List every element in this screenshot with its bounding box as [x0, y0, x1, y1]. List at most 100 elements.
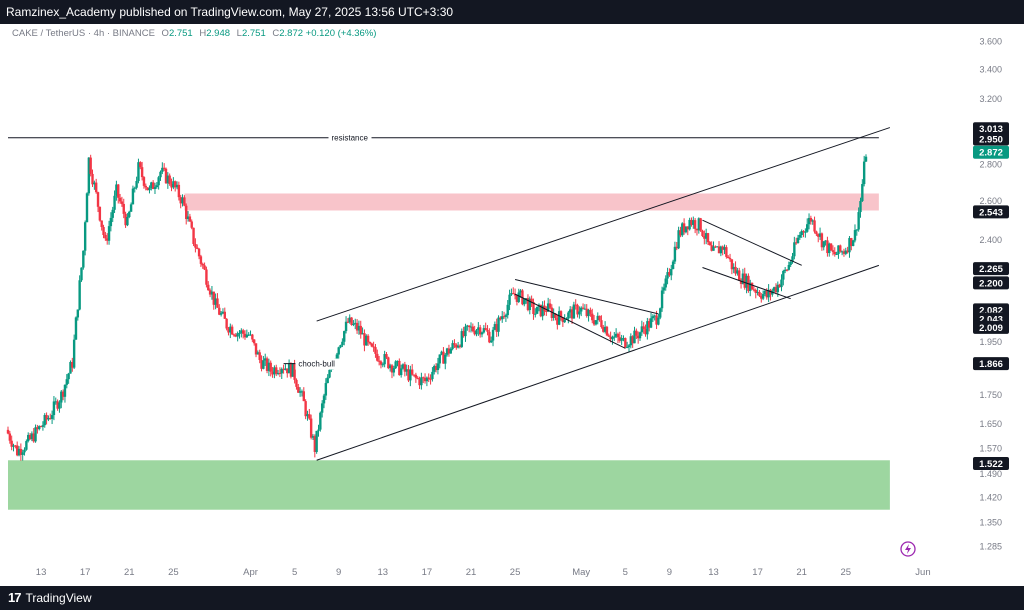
candle-body	[449, 348, 452, 354]
candle-body	[714, 246, 717, 248]
candle-body	[89, 157, 92, 174]
candle-body	[28, 434, 32, 440]
y-tick-label: 1.950	[979, 337, 1002, 347]
candle-body	[94, 182, 98, 193]
price-badge	[973, 456, 1009, 470]
candle-body	[398, 360, 401, 376]
candle-body	[438, 354, 441, 364]
candle-body	[208, 290, 212, 295]
candle-body	[61, 391, 65, 397]
candle-body	[418, 378, 421, 386]
candle-body	[34, 427, 37, 442]
candle-body	[806, 224, 809, 232]
candle-body	[453, 343, 456, 345]
candle-body	[609, 336, 612, 340]
price-badge-label: 1.522	[979, 459, 1003, 470]
price-badge	[973, 262, 1009, 276]
candle-body	[840, 251, 844, 253]
candle-body	[497, 317, 500, 332]
resistance-label: resistance	[331, 134, 368, 143]
candle-body	[58, 402, 61, 409]
candle-body	[140, 167, 144, 178]
candle-body	[662, 287, 666, 291]
candle-body	[41, 425, 45, 427]
candle-body	[839, 245, 842, 252]
candle-body	[363, 333, 366, 346]
candle-body	[594, 320, 598, 325]
candle-body	[311, 436, 315, 438]
candle-body	[436, 363, 440, 371]
candle-body	[359, 325, 362, 335]
candle-body	[232, 334, 236, 336]
candle-body	[234, 334, 238, 337]
candle-body	[598, 315, 601, 321]
candle-body	[796, 237, 800, 244]
candle-body	[251, 334, 254, 340]
candle-body	[501, 316, 504, 320]
y-tick-label: 1.570	[979, 443, 1002, 453]
candle-body	[153, 187, 157, 189]
candle-body	[616, 333, 620, 338]
candle-body	[357, 325, 361, 331]
candle-body	[486, 329, 489, 332]
candle-body	[648, 321, 651, 328]
channel-lower	[316, 264, 880, 461]
candle-body	[185, 205, 188, 220]
candle-body	[328, 369, 331, 378]
candle-body	[267, 362, 271, 371]
candle-body	[480, 332, 484, 335]
candle-body	[466, 325, 469, 327]
candle-body	[763, 290, 767, 295]
candle-body	[210, 291, 214, 295]
candle-body	[512, 293, 515, 295]
candle-body	[54, 401, 57, 403]
candle-body	[205, 269, 208, 285]
candle-body	[572, 304, 576, 319]
y-tick-label: 1.420	[979, 492, 1002, 502]
candle-body	[175, 184, 179, 188]
candle-body	[760, 295, 763, 299]
candle-body	[618, 337, 622, 341]
price-badge	[973, 145, 1009, 159]
candle-body	[620, 338, 623, 341]
candle-body	[730, 259, 734, 270]
candle-body	[43, 415, 46, 426]
candle-body	[396, 360, 399, 362]
candle-body	[433, 366, 436, 372]
candle-body	[63, 384, 67, 397]
candle-body	[636, 335, 640, 339]
candle-body	[493, 324, 497, 330]
candle-body	[374, 347, 377, 354]
candle-body	[157, 177, 160, 186]
candle-body	[580, 307, 583, 312]
y-tick-label: 1.490	[979, 469, 1002, 479]
candle-body	[710, 245, 713, 251]
candle-body	[280, 368, 283, 374]
wedge-lower	[702, 267, 791, 300]
candle-body	[743, 273, 746, 288]
candle-body	[219, 313, 223, 315]
candle-body	[254, 343, 258, 355]
candle-body	[269, 362, 272, 372]
candle-body	[297, 386, 300, 393]
candle-body	[15, 445, 19, 456]
candle-body	[528, 298, 531, 311]
candle-body	[675, 246, 678, 249]
candle-body	[273, 367, 276, 375]
candle-body	[831, 250, 835, 252]
candle-body	[462, 331, 465, 337]
candle-body	[813, 220, 816, 232]
candle-body	[144, 185, 147, 188]
candle-body	[458, 345, 462, 347]
candle-body	[218, 307, 221, 315]
tradingview-logo[interactable]: 17 TradingView	[8, 586, 92, 610]
candle-body	[383, 354, 386, 365]
candle-body	[420, 377, 423, 386]
tradingview-logo-icon: 17	[8, 590, 22, 605]
candle-body	[774, 287, 778, 293]
candle-body	[826, 240, 829, 254]
candle-body	[223, 311, 226, 319]
candle-body	[203, 265, 206, 270]
lightning-icon	[900, 541, 916, 557]
